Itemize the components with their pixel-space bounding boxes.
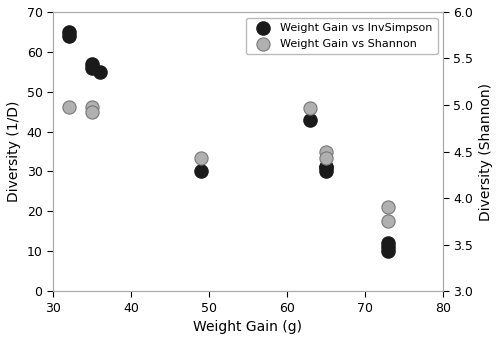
Weight Gain vs InvSimpson [322,165,330,170]
Weight Gain vs InvSimpson [96,69,104,74]
Weight Gain vs Shannon [384,205,392,210]
Weight Gain vs InvSimpson [64,33,72,39]
Weight Gain vs InvSimpson [322,169,330,174]
Weight Gain vs Shannon [88,104,96,109]
Weight Gain vs InvSimpson [384,249,392,254]
Weight Gain vs Shannon [322,149,330,154]
X-axis label: Weight Gain (g): Weight Gain (g) [194,320,302,334]
Legend: Weight Gain vs InvSimpson, Weight Gain vs Shannon: Weight Gain vs InvSimpson, Weight Gain v… [246,17,438,54]
Weight Gain vs InvSimpson [88,61,96,66]
Y-axis label: Diversity (1/D): Diversity (1/D) [7,101,21,202]
Weight Gain vs Shannon [384,219,392,224]
Weight Gain vs InvSimpson [88,65,96,71]
Weight Gain vs Shannon [64,104,72,109]
Weight Gain vs InvSimpson [322,165,330,170]
Weight Gain vs InvSimpson [384,240,392,246]
Weight Gain vs InvSimpson [384,244,392,250]
Weight Gain vs InvSimpson [306,117,314,122]
Weight Gain vs Shannon [197,155,205,161]
Weight Gain vs InvSimpson [197,169,205,174]
Weight Gain vs Shannon [88,109,96,114]
Weight Gain vs Shannon [306,105,314,110]
Weight Gain vs Shannon [322,155,330,161]
Weight Gain vs InvSimpson [64,29,72,34]
Y-axis label: Diversity (Shannon): Diversity (Shannon) [479,83,493,221]
